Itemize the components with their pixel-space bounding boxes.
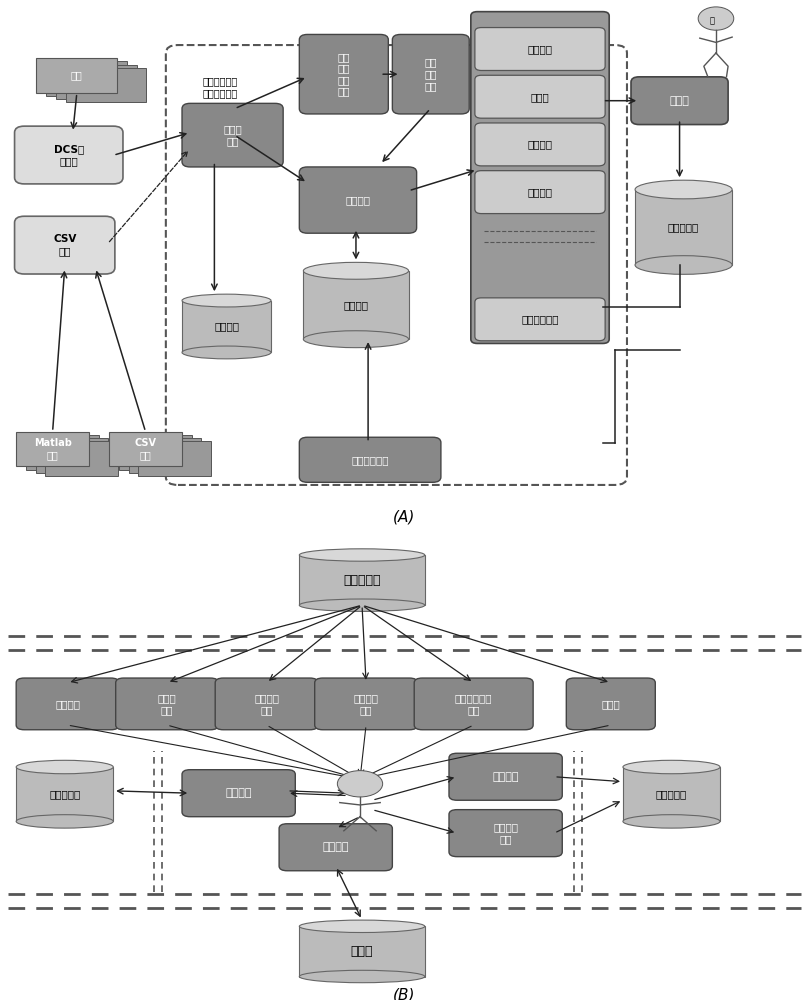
Text: 基本信息库: 基本信息库 <box>49 789 80 799</box>
FancyBboxPatch shape <box>15 216 115 274</box>
Ellipse shape <box>16 760 113 774</box>
Text: 人: 人 <box>709 17 714 26</box>
FancyBboxPatch shape <box>449 810 562 857</box>
Text: 内存数据库: 内存数据库 <box>668 222 699 232</box>
FancyBboxPatch shape <box>475 75 605 118</box>
FancyBboxPatch shape <box>471 12 609 343</box>
Bar <box>623 767 720 821</box>
Circle shape <box>337 771 383 797</box>
Text: 推理引擎: 推理引擎 <box>345 195 371 205</box>
Text: 预报警: 预报警 <box>531 92 549 102</box>
FancyBboxPatch shape <box>15 126 123 184</box>
Text: (A): (A) <box>393 509 416 524</box>
Text: 客户端: 客户端 <box>670 96 689 106</box>
FancyBboxPatch shape <box>138 441 211 476</box>
FancyBboxPatch shape <box>16 678 119 730</box>
FancyBboxPatch shape <box>66 68 146 102</box>
Text: 日常管理: 日常管理 <box>493 772 519 782</box>
Ellipse shape <box>299 920 425 933</box>
Text: 专家知识管理: 专家知识管理 <box>351 455 389 465</box>
FancyBboxPatch shape <box>36 58 117 93</box>
Ellipse shape <box>299 970 425 983</box>
Bar <box>299 926 425 976</box>
Text: 专家知识: 专家知识 <box>344 300 368 310</box>
FancyBboxPatch shape <box>449 753 562 800</box>
FancyBboxPatch shape <box>36 438 108 473</box>
FancyBboxPatch shape <box>26 435 99 470</box>
Text: 传感
器有
效性
分析: 传感 器有 效性 分析 <box>337 52 350 97</box>
FancyBboxPatch shape <box>182 103 283 167</box>
Text: DCS数
据接口: DCS数 据接口 <box>53 144 84 166</box>
Text: 设备性能分析: 设备性能分析 <box>521 314 559 324</box>
FancyBboxPatch shape <box>566 678 655 730</box>
FancyBboxPatch shape <box>109 432 182 466</box>
Text: 报警管理: 报警管理 <box>527 187 553 197</box>
Text: 历史数据: 历史数据 <box>214 322 239 332</box>
FancyBboxPatch shape <box>119 435 192 470</box>
FancyBboxPatch shape <box>299 34 388 114</box>
FancyBboxPatch shape <box>56 65 137 99</box>
Text: 报警统计: 报警统计 <box>527 44 553 54</box>
Text: 报警信息
统计: 报警信息 统计 <box>493 822 518 844</box>
Text: 历史数据库: 历史数据库 <box>656 789 687 799</box>
FancyBboxPatch shape <box>16 432 89 466</box>
Ellipse shape <box>623 815 720 828</box>
Ellipse shape <box>182 294 271 307</box>
FancyBboxPatch shape <box>299 167 417 233</box>
FancyBboxPatch shape <box>392 34 469 114</box>
Text: 软件系统用到
的所有数据点: 软件系统用到 的所有数据点 <box>202 77 238 98</box>
Ellipse shape <box>623 760 720 774</box>
Text: 知识库: 知识库 <box>351 945 373 958</box>
Bar <box>303 271 409 339</box>
FancyBboxPatch shape <box>475 171 605 214</box>
FancyBboxPatch shape <box>182 770 295 817</box>
Text: 内存数据库: 内存数据库 <box>343 574 381 587</box>
Text: 数据: 数据 <box>71 71 83 81</box>
Text: 开停车: 开停车 <box>601 699 621 709</box>
Ellipse shape <box>303 331 409 348</box>
FancyBboxPatch shape <box>475 123 605 166</box>
FancyBboxPatch shape <box>475 28 605 70</box>
FancyBboxPatch shape <box>315 678 417 730</box>
FancyBboxPatch shape <box>299 437 441 482</box>
Ellipse shape <box>635 256 732 274</box>
FancyBboxPatch shape <box>116 678 218 730</box>
Ellipse shape <box>299 599 425 611</box>
Bar <box>16 767 113 821</box>
FancyBboxPatch shape <box>631 77 728 125</box>
Text: 工艺监测
浏览: 工艺监测 浏览 <box>254 693 279 715</box>
FancyBboxPatch shape <box>414 678 533 730</box>
Text: 实时数
据库: 实时数 据库 <box>223 124 242 146</box>
Bar <box>299 555 425 605</box>
Text: (B): (B) <box>393 988 416 1000</box>
Ellipse shape <box>182 346 271 359</box>
FancyBboxPatch shape <box>475 298 605 341</box>
Text: 预报警
浏览: 预报警 浏览 <box>158 693 176 715</box>
Ellipse shape <box>299 549 425 561</box>
Text: 系统组态: 系统组态 <box>226 788 252 798</box>
FancyBboxPatch shape <box>46 61 127 96</box>
FancyBboxPatch shape <box>215 678 318 730</box>
Circle shape <box>698 7 734 30</box>
Text: CSV
数据: CSV 数据 <box>134 438 157 460</box>
Text: 传感器有效性
分析: 传感器有效性 分析 <box>455 693 493 715</box>
Ellipse shape <box>635 180 732 199</box>
Bar <box>635 190 732 265</box>
FancyBboxPatch shape <box>45 441 118 476</box>
FancyBboxPatch shape <box>279 824 392 871</box>
Text: CSV
文件: CSV 文件 <box>53 234 76 256</box>
Text: 设备监测
浏览: 设备监测 浏览 <box>354 693 379 715</box>
Text: 异常
工况
识别: 异常 工况 识别 <box>425 58 437 91</box>
Ellipse shape <box>16 815 113 828</box>
Bar <box>182 301 271 352</box>
Text: 报警浏览: 报警浏览 <box>55 699 80 709</box>
Text: Matlab
数据: Matlab 数据 <box>34 438 71 460</box>
FancyBboxPatch shape <box>129 438 201 473</box>
Ellipse shape <box>303 262 409 279</box>
Text: 工艺监测: 工艺监测 <box>527 139 553 149</box>
Text: 知识管理: 知识管理 <box>323 842 349 852</box>
